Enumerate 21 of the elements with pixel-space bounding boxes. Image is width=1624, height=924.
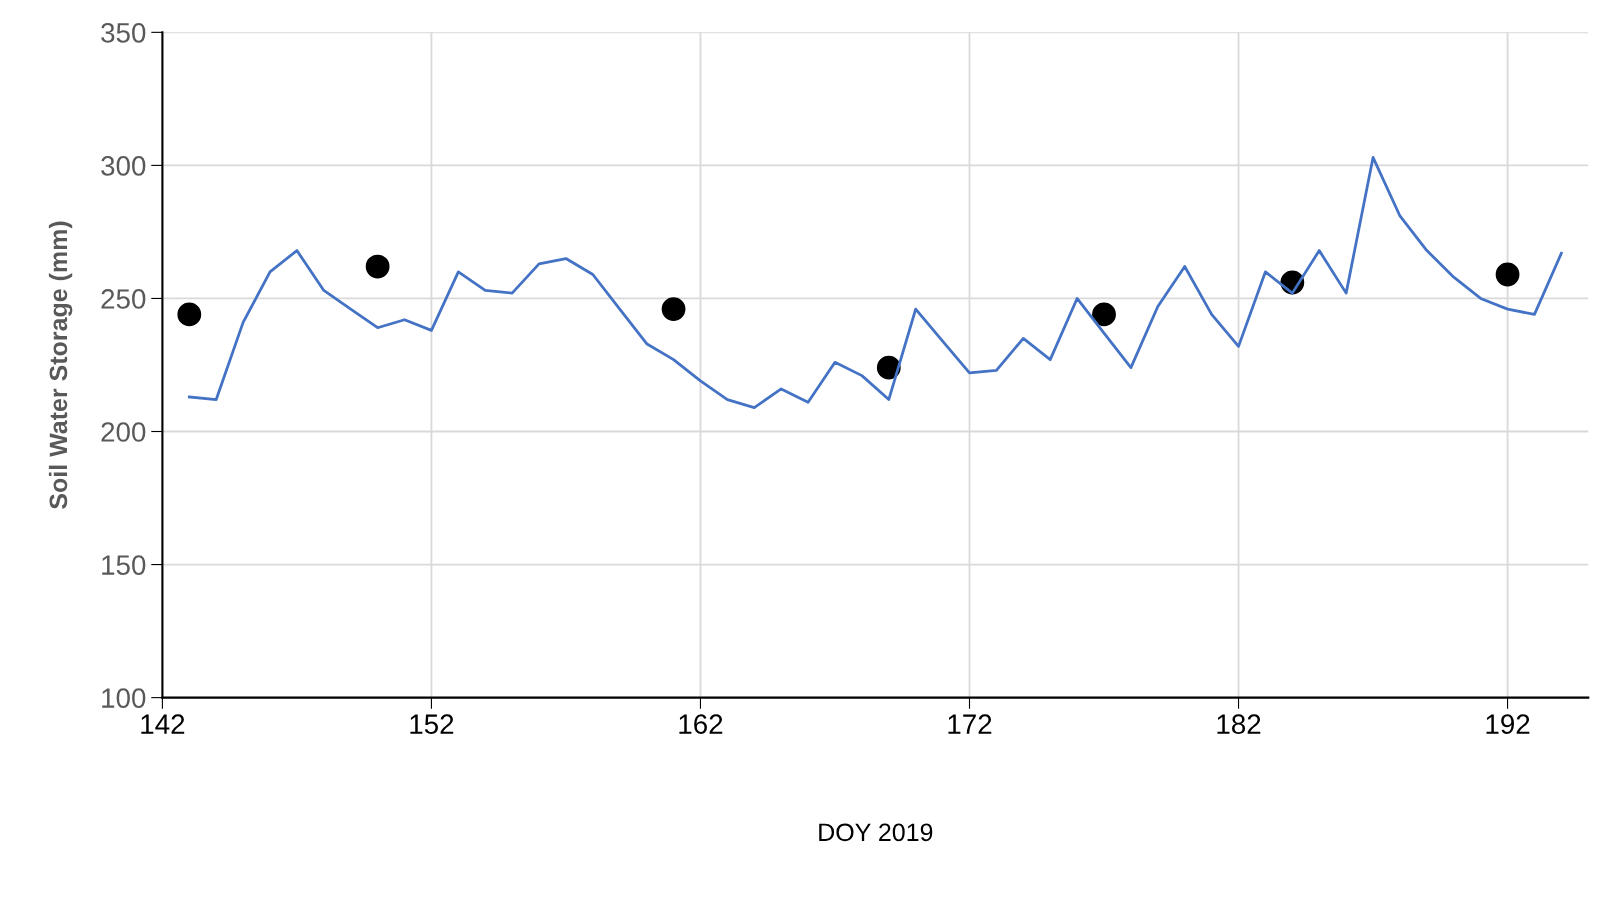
point bbox=[177, 302, 202, 327]
point bbox=[1092, 302, 1116, 327]
x-tick-label: 182 bbox=[1217, 714, 1261, 734]
y-tick-label: 350 bbox=[101, 23, 146, 43]
y-tick-label: 100 bbox=[102, 688, 146, 708]
y-tick-label: 250 bbox=[101, 289, 146, 309]
x-tick-label: 192 bbox=[1486, 714, 1530, 734]
x-tick-label: 142 bbox=[141, 714, 185, 734]
line-series bbox=[187, 156, 1563, 409]
y-tick-label: 300 bbox=[101, 156, 146, 176]
point bbox=[876, 355, 901, 380]
point bbox=[661, 297, 686, 321]
x-axis-title: DOY 2019 bbox=[819, 823, 933, 842]
x-tick-label: 172 bbox=[948, 714, 992, 734]
y-axis-title: Soil Water Storage (mm) bbox=[48, 221, 73, 509]
y-tick-label: 200 bbox=[101, 422, 146, 442]
x-tick-label: 152 bbox=[410, 714, 454, 734]
point bbox=[365, 254, 390, 279]
y-tick-label: 150 bbox=[102, 555, 146, 575]
point bbox=[1495, 262, 1520, 287]
x-tick-label: 162 bbox=[679, 714, 723, 734]
